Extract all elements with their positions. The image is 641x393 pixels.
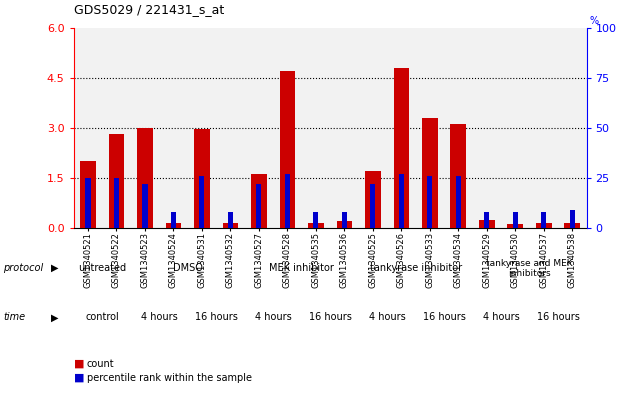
Bar bbox=[308, 223, 324, 228]
Text: DMSO: DMSO bbox=[172, 263, 203, 273]
Bar bbox=[108, 134, 124, 228]
Text: 4 hours: 4 hours bbox=[141, 312, 178, 322]
Bar bbox=[422, 118, 438, 228]
Bar bbox=[365, 171, 381, 228]
Bar bbox=[536, 223, 552, 228]
Text: ▶: ▶ bbox=[51, 263, 59, 273]
Bar bbox=[313, 212, 319, 228]
Bar bbox=[251, 174, 267, 228]
Text: tankyrase and MEK
inhibitors: tankyrase and MEK inhibitors bbox=[487, 259, 573, 278]
Text: 4 hours: 4 hours bbox=[369, 312, 406, 322]
Bar bbox=[541, 212, 546, 228]
Text: ▶: ▶ bbox=[51, 312, 59, 322]
Bar bbox=[456, 176, 461, 228]
Bar bbox=[199, 176, 204, 228]
Text: 16 hours: 16 hours bbox=[309, 312, 351, 322]
Text: count: count bbox=[87, 358, 114, 369]
Text: 4 hours: 4 hours bbox=[254, 312, 292, 322]
Bar bbox=[565, 223, 580, 228]
Bar bbox=[337, 221, 352, 228]
Bar bbox=[228, 212, 233, 228]
Text: untreated: untreated bbox=[78, 263, 126, 273]
Bar bbox=[137, 128, 153, 228]
Text: ■: ■ bbox=[74, 373, 84, 383]
Text: control: control bbox=[85, 312, 119, 322]
Bar bbox=[80, 161, 96, 228]
Bar bbox=[142, 184, 147, 228]
Bar bbox=[256, 184, 262, 228]
Bar bbox=[394, 68, 409, 228]
Text: 16 hours: 16 hours bbox=[195, 312, 238, 322]
Text: GDS5029 / 221431_s_at: GDS5029 / 221431_s_at bbox=[74, 3, 224, 16]
Text: 4 hours: 4 hours bbox=[483, 312, 519, 322]
Text: 16 hours: 16 hours bbox=[422, 312, 465, 322]
Text: tankyrase inhibitor: tankyrase inhibitor bbox=[369, 263, 462, 273]
Bar bbox=[570, 210, 575, 228]
Bar bbox=[428, 176, 433, 228]
Bar bbox=[484, 212, 489, 228]
Bar bbox=[85, 178, 90, 228]
Text: %: % bbox=[590, 16, 599, 26]
Bar bbox=[194, 129, 210, 228]
Bar bbox=[399, 174, 404, 228]
Bar bbox=[171, 212, 176, 228]
Text: time: time bbox=[3, 312, 26, 322]
Text: percentile rank within the sample: percentile rank within the sample bbox=[87, 373, 251, 383]
Text: ■: ■ bbox=[74, 358, 84, 369]
Bar bbox=[165, 223, 181, 228]
Bar bbox=[114, 178, 119, 228]
Bar bbox=[479, 220, 495, 228]
Bar bbox=[285, 174, 290, 228]
Text: MEK inhibitor: MEK inhibitor bbox=[269, 263, 334, 273]
Bar bbox=[451, 124, 466, 228]
Bar bbox=[342, 212, 347, 228]
Bar bbox=[370, 184, 376, 228]
Text: 16 hours: 16 hours bbox=[537, 312, 579, 322]
Bar bbox=[508, 224, 523, 228]
Bar bbox=[513, 212, 518, 228]
Bar bbox=[222, 223, 238, 228]
Text: protocol: protocol bbox=[3, 263, 44, 273]
Bar bbox=[279, 71, 296, 228]
